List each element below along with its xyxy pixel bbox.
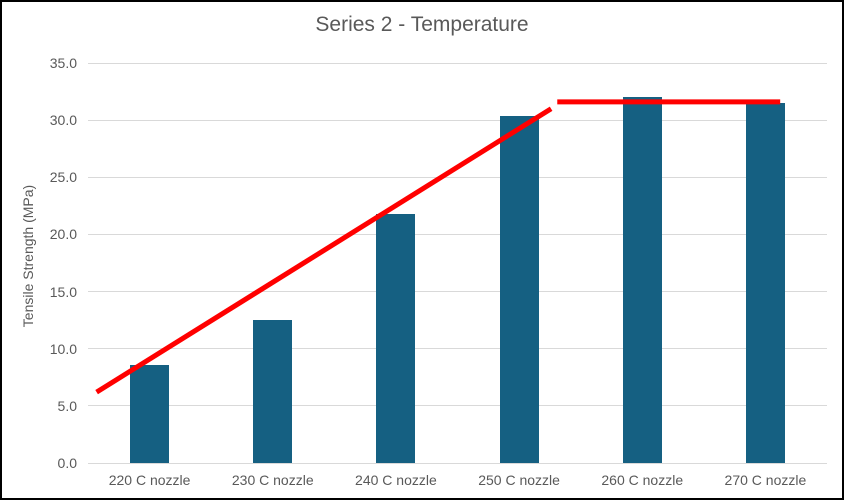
bar-220-c-nozzle	[130, 364, 170, 463]
gridline-30.0	[88, 119, 827, 121]
y-tick-label-5.0: 5.0	[57, 397, 77, 414]
x-category-label-260-c-nozzle: 260 C nozzle	[601, 472, 684, 488]
bar-240-c-nozzle	[376, 213, 416, 463]
x-category-label-240-c-nozzle: 240 C nozzle	[355, 472, 437, 488]
y-tick-label-0.0: 0.0	[57, 455, 77, 471]
x-category-label-220-c-nozzle: 220 C nozzle	[108, 472, 191, 488]
bar-260-c-nozzle	[622, 97, 662, 463]
gridline-35.0	[88, 62, 827, 64]
trend-line	[95, 99, 781, 395]
x-axis-line	[88, 462, 827, 464]
gridline-5.0	[88, 405, 827, 407]
gridline-15.0	[88, 291, 827, 293]
x-category-label-230-c-nozzle: 230 C nozzle	[231, 472, 314, 488]
trend-line-segment-1	[95, 106, 553, 395]
bar-230-c-nozzle	[253, 320, 293, 463]
x-category-label-270-c-nozzle: 270 C nozzle	[724, 472, 807, 488]
y-tick-label-25.0: 25.0	[49, 169, 77, 186]
chart-title: Series 2 - Temperature	[315, 13, 529, 36]
gridline-25.0	[88, 176, 827, 178]
y-tick-label-30.0: 30.0	[49, 112, 77, 129]
bar-250-c-nozzle	[499, 115, 539, 463]
plot-area	[88, 62, 827, 464]
y-tick-label-35.0: 35.0	[49, 55, 77, 71]
bar-270-c-nozzle	[745, 103, 785, 463]
y-tick-label-15.0: 15.0	[49, 283, 77, 300]
y-tick-label-10.0: 10.0	[49, 340, 77, 357]
y-tick-label-20.0: 20.0	[49, 226, 77, 243]
y-axis-title: Tensile Strength (MPa)	[20, 184, 36, 328]
x-category-label-250-c-nozzle: 250 C nozzle	[478, 472, 560, 488]
gridline-20.0	[88, 233, 827, 235]
gridline-10.0	[88, 348, 827, 350]
